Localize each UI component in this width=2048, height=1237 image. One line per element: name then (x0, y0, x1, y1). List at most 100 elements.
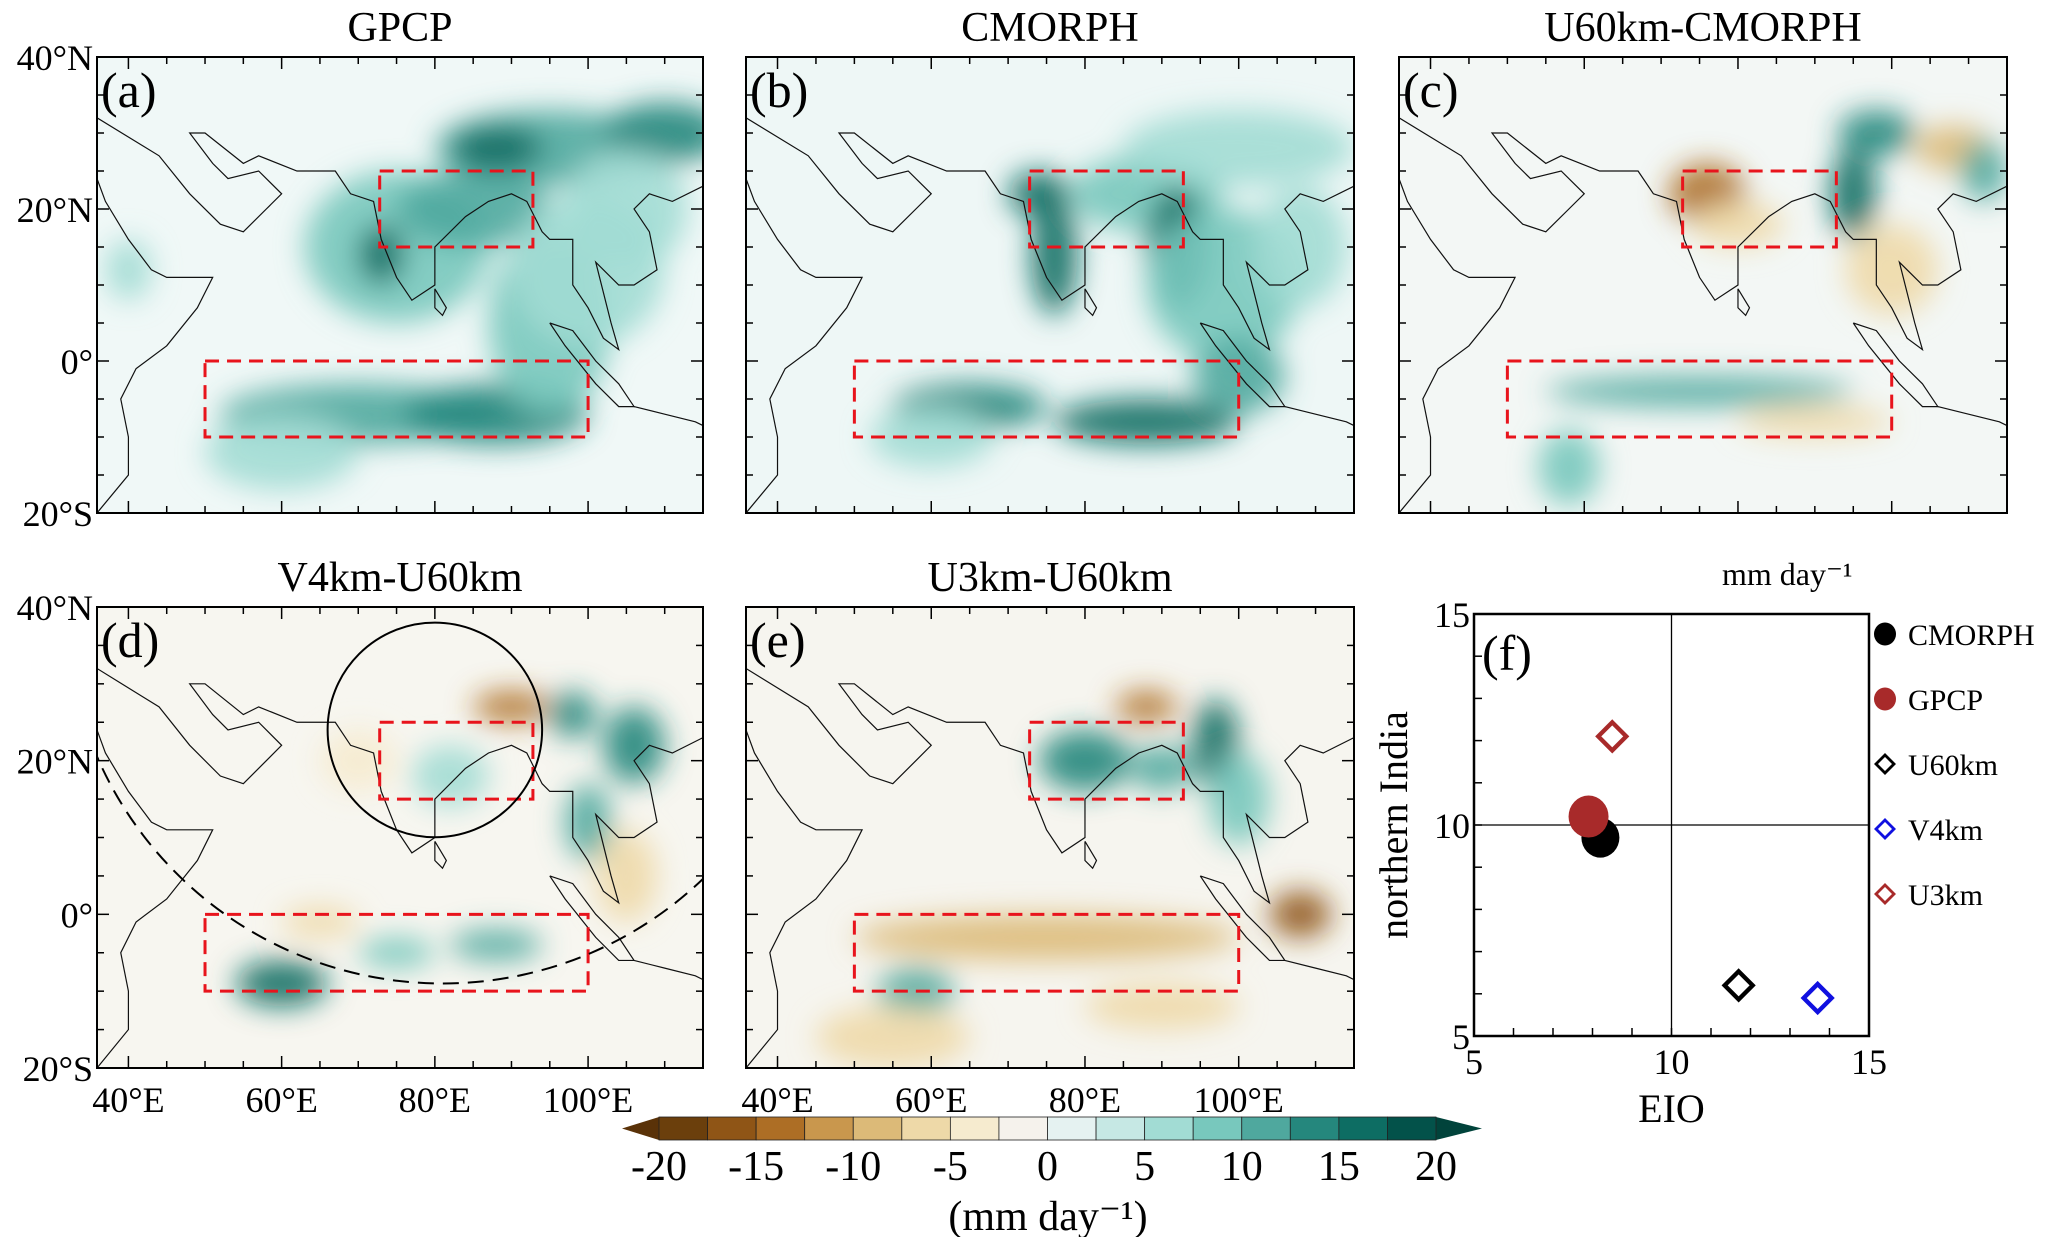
legend-label: CMORPH (1908, 619, 2035, 652)
coastline (746, 117, 1354, 352)
precip-blob (105, 239, 152, 301)
panel-label: (c) (1403, 62, 1459, 118)
map-panel-e: U3km-U60km (e) 40°E 60°E 80°E 100°E (741, 555, 1355, 1120)
scatter-panel-f: 5 10 15 5 10 15 EIO northern India mm day⁻¹ (f) CM… (1371, 556, 2035, 1131)
data-point-u3km (1595, 719, 1630, 754)
panel-label: (a) (101, 62, 157, 118)
colorbar: -20 -15 -10 -5 0 5 10 15 20 (mm day⁻¹) (622, 1116, 1482, 1237)
precip-blob (1845, 224, 1938, 316)
colorbar-tick-label: -10 (825, 1144, 881, 1190)
precip-blob (1123, 110, 1354, 187)
region-box (378, 169, 535, 249)
panel-title: U60km-CMORPH (1544, 5, 1861, 51)
y-axis-label: northern India (1371, 711, 1416, 939)
region-box (1028, 720, 1185, 801)
region-box (1505, 359, 1894, 439)
legend-label: GPCP (1908, 684, 1983, 717)
colorbar-bin (1192, 1116, 1243, 1141)
precip-blob (603, 706, 665, 784)
coastline (1399, 178, 1517, 513)
colorbar-bin (1241, 1116, 1291, 1141)
colorbar-bin (658, 1116, 708, 1141)
precip-blob (358, 224, 405, 285)
colorbar-bin (804, 1116, 854, 1141)
map-panel-d: V4km-U60km (d)40°N 20°N 0° 20°S40°E 60°E 80°E 1… (17, 555, 704, 1120)
lon-tick-label: 100°E (1194, 1080, 1284, 1120)
coastline (1284, 406, 1354, 427)
x-tick-label: 15 (1851, 1042, 1887, 1082)
lat-tick-label: 0° (61, 895, 93, 935)
legend-label: U60km (1908, 749, 1998, 782)
coastline (746, 729, 864, 1068)
precip-field (1399, 57, 2007, 513)
lon-tick-label: 40°E (92, 1080, 164, 1120)
coastline (434, 841, 448, 870)
region-box (1681, 169, 1838, 249)
colorbar-tick-label: -20 (631, 1144, 687, 1190)
lon-tick-label: 80°E (1049, 1080, 1121, 1120)
coastline (1399, 117, 2007, 352)
precip-blob (205, 414, 359, 491)
colorbar-tick-label: 5 (1134, 1144, 1155, 1190)
colorbar-bin (1387, 1116, 1437, 1141)
data-point-u60km (1721, 968, 1756, 1003)
precip-blob (1054, 399, 1239, 445)
colorbar-bin (998, 1116, 1048, 1141)
precip-blob (235, 960, 328, 1007)
precip-blob (1038, 729, 1132, 792)
precip-blob (1269, 891, 1331, 938)
coastline (1084, 288, 1098, 317)
colorbar-bin (707, 1116, 757, 1141)
precip-blob (450, 929, 543, 961)
legend-marker-u60km (1874, 753, 1896, 775)
map-panel-a: GPCP (a)40°N 20°N 0° 20°S (17, 5, 704, 534)
precip-blob (1031, 193, 1078, 316)
panel-label: (f) (1482, 625, 1532, 681)
coastline (1937, 406, 2007, 427)
precip-field (746, 607, 1354, 1068)
colorbar-low-triangle (622, 1117, 659, 1140)
precip-blob (815, 1006, 970, 1068)
lon-tick-label: 60°E (245, 1080, 317, 1120)
colorbar-tick-label: -5 (933, 1144, 968, 1190)
legend-marker-u3km (1874, 883, 1896, 905)
precip-blob (595, 829, 658, 923)
precip-blob (565, 783, 612, 861)
precip-blob (603, 102, 703, 164)
colorbar-bin (1338, 1116, 1388, 1141)
lat-tick-label: 0° (61, 342, 93, 382)
y-tick-label: 10 (1434, 806, 1470, 846)
coastline (633, 959, 703, 981)
coastline (633, 406, 703, 427)
lon-tick-label: 100°E (543, 1080, 633, 1120)
precip-field (746, 57, 1354, 513)
coastline (1737, 288, 1751, 317)
region-box (1028, 169, 1185, 249)
colorbar-tick-label: -15 (728, 1144, 784, 1190)
lon-tick-label: 60°E (895, 1080, 967, 1120)
data-point-v4km (1800, 980, 1835, 1016)
legend-label: V4km (1908, 814, 1983, 847)
region-box (378, 720, 535, 801)
x-tick-label: 10 (1654, 1042, 1690, 1082)
precip-blob (1008, 171, 1070, 217)
lon-tick-label: 40°E (741, 1080, 813, 1120)
precip-blob (1254, 186, 1347, 308)
precip-field (97, 57, 703, 513)
lon-tick-label: 80°E (399, 1080, 471, 1120)
circle-marker (326, 621, 544, 839)
coastline (1284, 959, 1354, 981)
y-tick-label: 5 (1452, 1017, 1470, 1057)
precip-blob (1691, 201, 1785, 247)
lat-tick-label: 40°N (17, 588, 93, 628)
colorbar-bin (1144, 1116, 1194, 1141)
precip-blob (1960, 140, 2007, 202)
precip-blob (411, 745, 489, 807)
colorbar-bin (901, 1116, 951, 1141)
precip-blob (1837, 110, 1915, 156)
precip-blob (1737, 406, 1892, 437)
colorbar-high-triangle (1436, 1117, 1482, 1140)
colorbar-bin (1095, 1116, 1146, 1141)
panel-label: (b) (750, 62, 808, 118)
